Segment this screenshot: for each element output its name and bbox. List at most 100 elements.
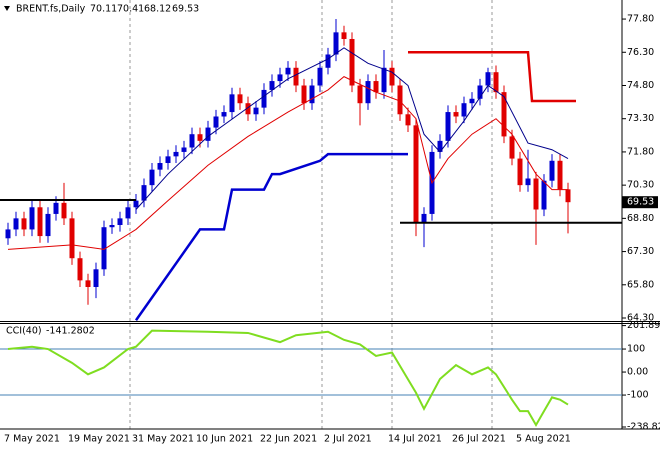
candle-body — [421, 213, 427, 223]
x-tick-label: 14 Jul 2021 — [388, 434, 442, 445]
candle-body — [349, 38, 355, 86]
candle-body — [365, 81, 371, 104]
candle-body — [229, 94, 235, 113]
y-tick-label: 67.30 — [627, 246, 654, 257]
candle-body — [389, 67, 395, 86]
quote-high: 70.41 — [117, 4, 144, 15]
candle-body — [333, 32, 339, 55]
candle-body — [413, 125, 419, 223]
candle-body — [85, 280, 91, 288]
candle-body — [125, 207, 131, 219]
y-tick-label: -238.825 — [627, 422, 660, 433]
y-tick-label: 77.80 — [627, 14, 654, 25]
candle-body — [13, 218, 19, 230]
candle-body — [453, 112, 459, 117]
candle-body — [301, 85, 307, 104]
candle-body — [309, 85, 315, 104]
x-tick-label: 31 May 2021 — [132, 434, 194, 445]
candle-body — [517, 158, 523, 186]
candle-body — [477, 85, 483, 99]
candle-body — [493, 72, 499, 93]
y-tick-label: 71.80 — [627, 146, 654, 157]
dropdown-icon[interactable] — [4, 6, 10, 11]
y-tick-label: 65.80 — [627, 279, 654, 290]
indicator-line — [7, 76, 568, 250]
indicator-line — [135, 47, 569, 210]
candle-body — [37, 207, 43, 237]
candle-body — [397, 85, 403, 115]
candle-body — [485, 72, 491, 86]
quote-close: 69.53 — [172, 4, 199, 15]
candle-body — [69, 218, 75, 259]
candle-body — [261, 89, 267, 108]
x-tick-label: 10 Jun 2021 — [196, 434, 253, 445]
candle-body — [165, 156, 171, 163]
candle-body — [189, 134, 195, 148]
candle-body — [253, 107, 259, 115]
candle-body — [45, 213, 51, 237]
candle-body — [405, 114, 411, 126]
x-tick-label: 22 Jun 2021 — [260, 434, 317, 445]
y-tick-label: -100 — [627, 390, 649, 401]
candle-body — [61, 202, 67, 219]
indicator-value: -141.2802 — [46, 326, 95, 337]
candle-body — [101, 227, 107, 270]
candle-body — [509, 136, 515, 159]
candle-body — [93, 269, 99, 288]
candle-body — [341, 32, 347, 39]
candle-body — [149, 169, 155, 186]
candle-body — [469, 98, 475, 104]
candle-body — [197, 134, 203, 141]
x-tick-label: 19 May 2021 — [68, 434, 130, 445]
candle-body — [533, 178, 539, 210]
quote-open: 70.11 — [90, 4, 117, 15]
x-tick-label: 7 May 2021 — [4, 434, 60, 445]
candle-body — [549, 160, 555, 181]
candle-body — [445, 112, 451, 141]
x-tick-label: 2 Jul 2021 — [324, 434, 372, 445]
price-label-bg — [622, 196, 658, 209]
candle-body — [501, 92, 507, 137]
y-tick-label: 73.30 — [627, 113, 654, 124]
candle-body — [173, 151, 179, 157]
candle-body — [5, 229, 11, 239]
candle-body — [373, 81, 379, 93]
y-tick-label: 70.30 — [627, 180, 654, 191]
candle-body — [565, 189, 571, 203]
candle-body — [245, 103, 251, 115]
frames — [0, 0, 660, 430]
indicator-line — [408, 51, 576, 103]
candle-body — [157, 162, 163, 170]
plot-area — [0, 19, 622, 321]
candle-body — [29, 207, 35, 230]
candle-body — [133, 200, 139, 208]
candle-body — [205, 127, 211, 141]
y-tick-label: 0.00 — [627, 367, 648, 378]
y-tick-label: 74.80 — [627, 80, 654, 91]
candle-body — [357, 85, 363, 104]
y-tick-label: 76.30 — [627, 47, 654, 58]
y-tick-label: 100 — [627, 344, 645, 355]
x-tick-label: 5 Aug 2021 — [516, 434, 571, 445]
candle-body — [141, 185, 147, 201]
candle-body — [277, 74, 283, 82]
candle-body — [221, 112, 227, 117]
y-tick-label: 64.30 — [627, 313, 654, 324]
candle-body — [317, 67, 323, 86]
candle-body — [557, 160, 563, 190]
indicator-name: CCI(40) — [6, 326, 42, 337]
candle-body — [181, 147, 187, 152]
candle-body — [541, 180, 547, 210]
candle-body — [437, 140, 443, 152]
candle-body — [53, 202, 59, 214]
candle-body — [269, 81, 275, 90]
candle-body — [237, 94, 243, 104]
last-price-label: 69.53 — [627, 197, 654, 208]
candle-body — [381, 67, 387, 93]
candle-body — [21, 218, 27, 230]
plot-area — [0, 329, 622, 427]
candle-body — [117, 218, 123, 226]
candle-body — [285, 67, 291, 75]
